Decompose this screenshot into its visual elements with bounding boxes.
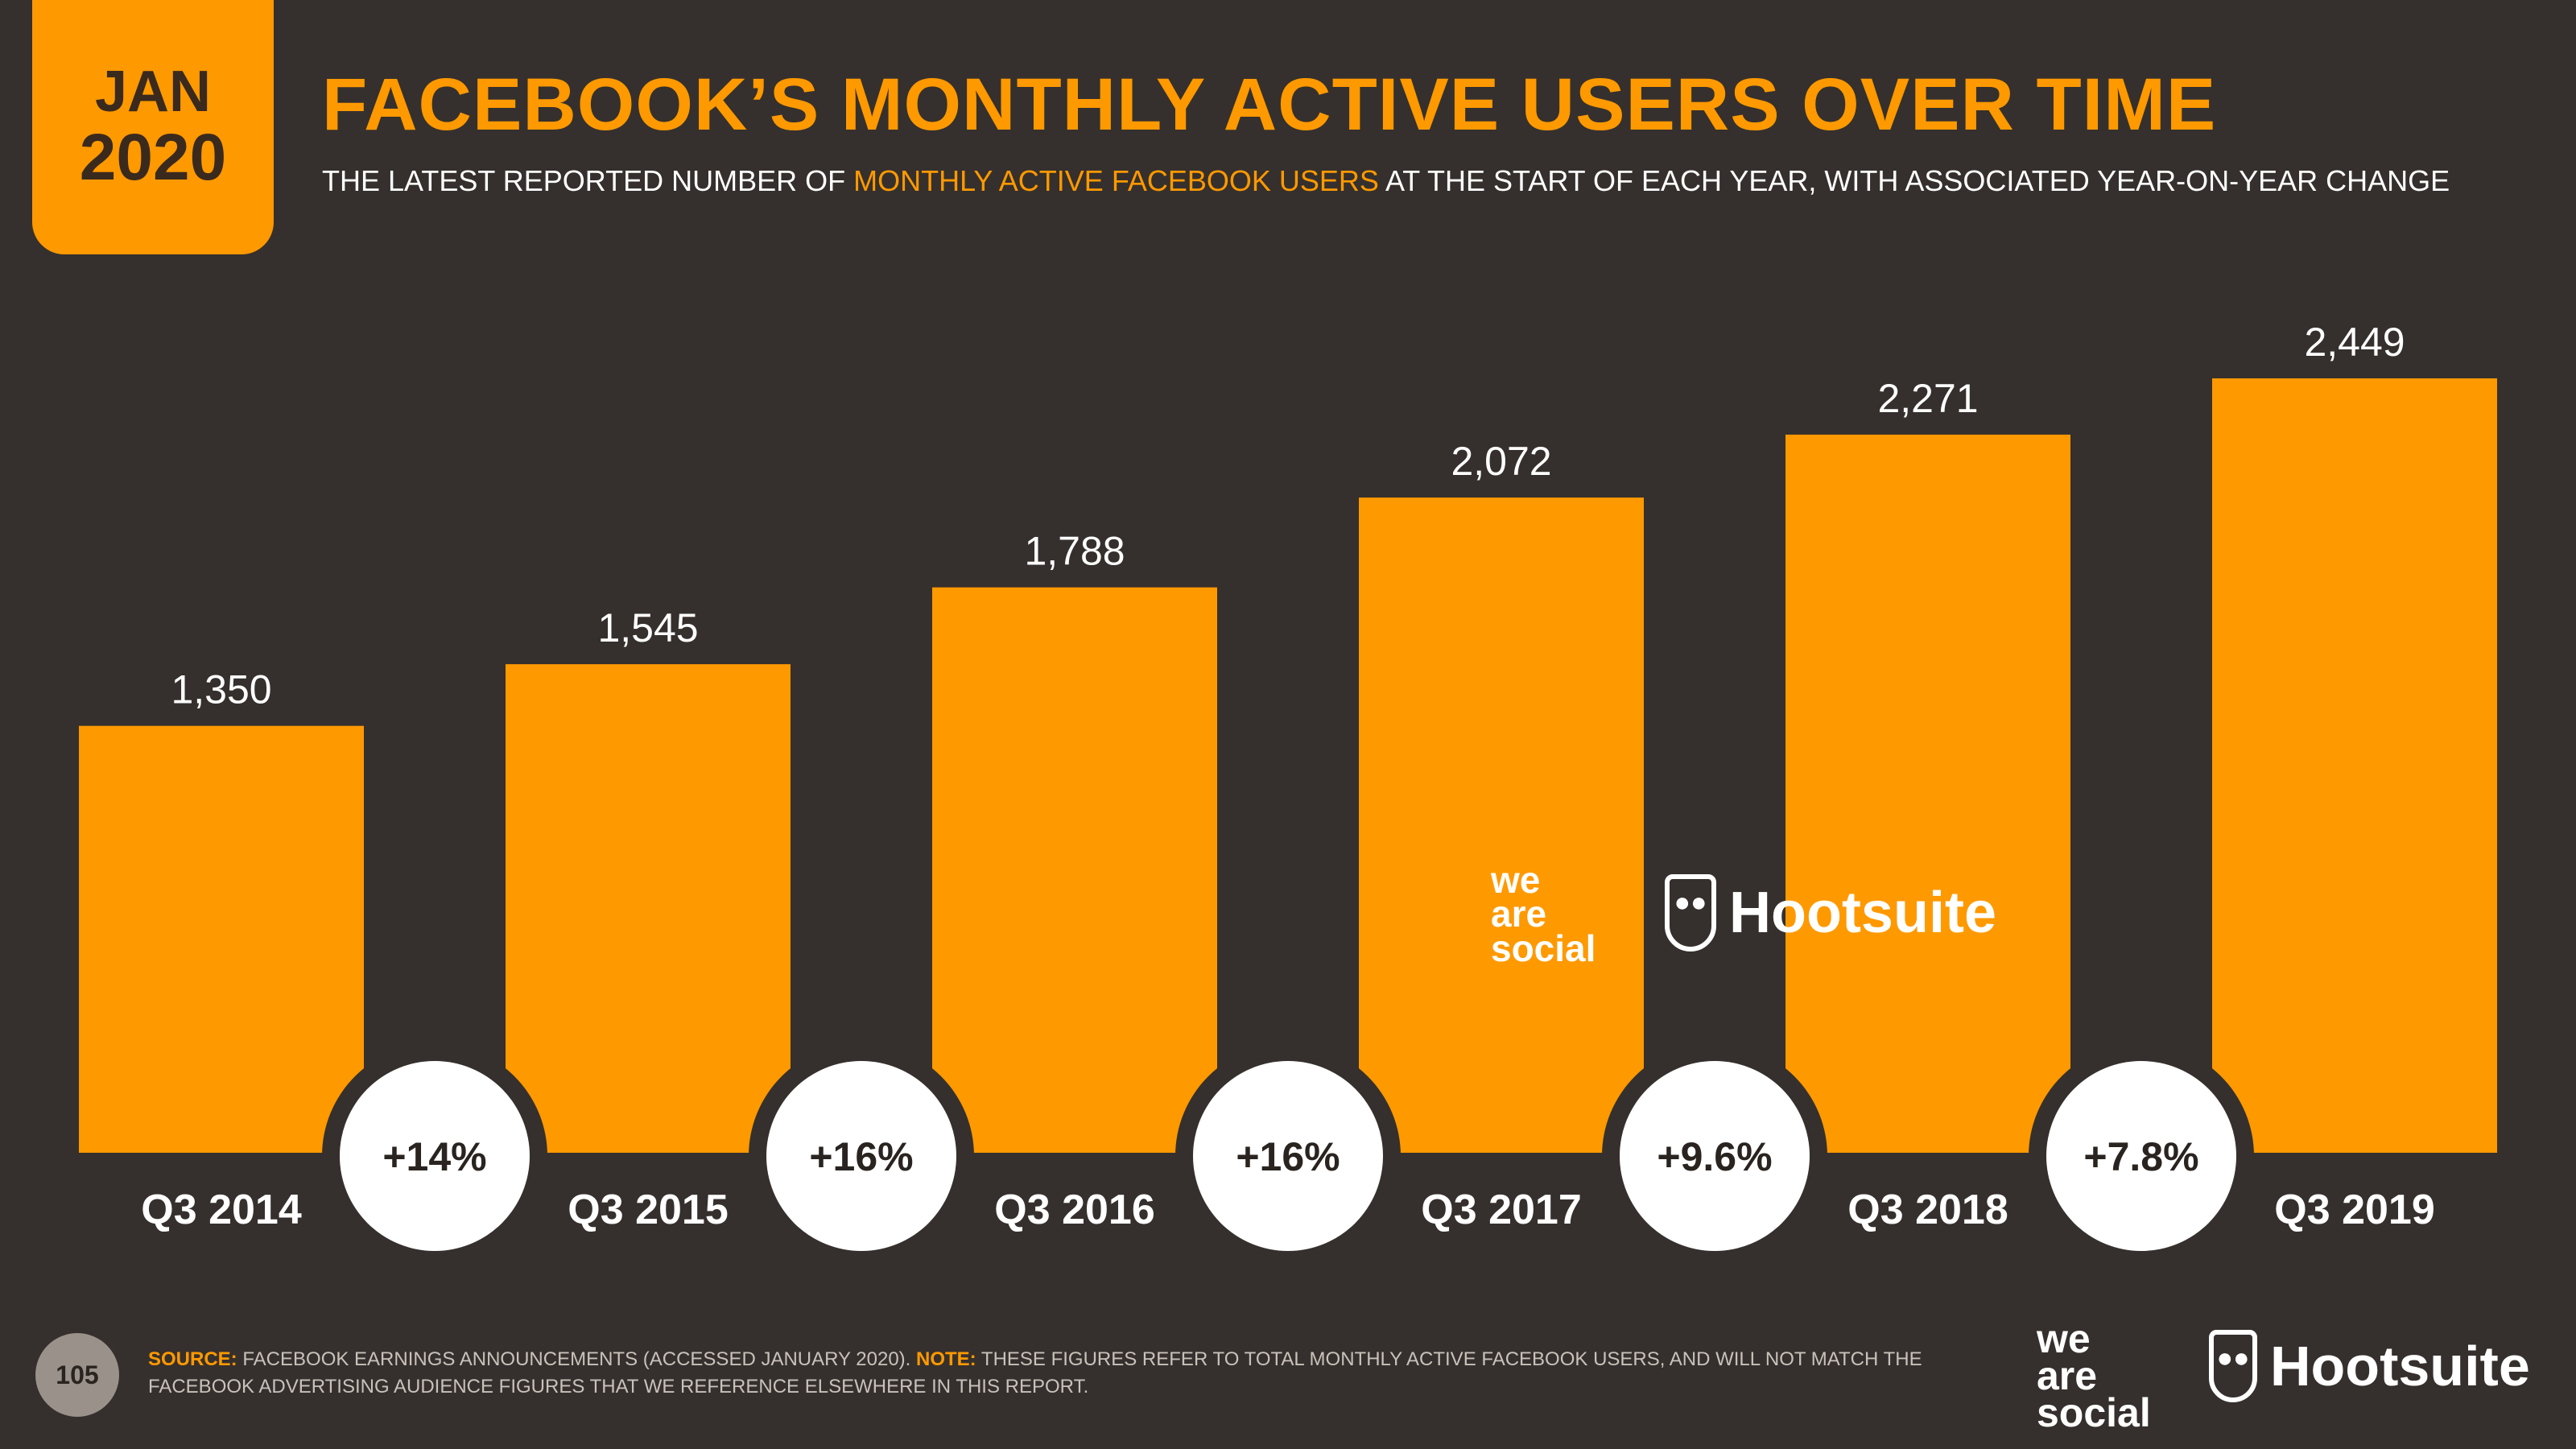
category-label: Q3 2018	[1847, 1187, 2008, 1233]
owl-icon: ●●	[1665, 874, 1716, 952]
change-label: +16%	[1236, 1134, 1340, 1179]
category-label: Q3 2017	[1421, 1187, 1582, 1233]
change-circle	[2046, 1061, 2236, 1251]
source-text: FACEBOOK EARNINGS ANNOUNCEMENTS (ACCESSE…	[237, 1348, 916, 1370]
change-circle	[766, 1061, 956, 1251]
subtitle-end: AT THE START OF EACH YEAR, WITH ASSOCIAT…	[1378, 164, 2450, 197]
value-label: 2,449	[2304, 320, 2405, 365]
badge-month: JAN	[94, 60, 212, 125]
bar-q3-2014	[79, 725, 364, 1153]
note-text: THESE FIGURES REFER TO TOTAL MONTHLY ACT…	[148, 1348, 1922, 1397]
we-are-social-logo: we are social	[2037, 1316, 2151, 1435]
date-badge: JAN 2020	[32, 0, 274, 254]
value-label: 2,072	[1451, 439, 1551, 484]
badge-year: 2020	[79, 120, 227, 194]
source-label: SOURCE:	[148, 1348, 237, 1370]
watermark-we: we	[1491, 859, 1541, 901]
logo-we: we	[2037, 1316, 2091, 1361]
change-label: +14%	[382, 1134, 486, 1179]
subtitle-start: THE LATEST REPORTED NUMBER OF	[322, 164, 854, 197]
change-circle	[1193, 1061, 1383, 1251]
watermark-we-are-social: we are social	[1491, 859, 1596, 969]
owl-icon: ●●	[2209, 1330, 2257, 1402]
category-label: Q3 2016	[994, 1187, 1155, 1233]
page-title: FACEBOOK’S MONTHLY ACTIVE USERS OVER TIM…	[322, 64, 2217, 146]
change-label: +16%	[809, 1134, 913, 1179]
watermark-hootsuite: ●● Hootsuite	[1665, 874, 1996, 952]
note-label: NOTE:	[916, 1348, 976, 1370]
value-label: 1,788	[1024, 529, 1125, 574]
change-label: +9.6%	[1657, 1134, 1772, 1179]
change-circle	[1620, 1061, 1810, 1251]
page-number: 105	[35, 1333, 119, 1417]
page-subtitle: THE LATEST REPORTED NUMBER OF MONTHLY AC…	[322, 164, 2450, 198]
logo-are: are	[2037, 1353, 2098, 1398]
category-label: Q3 2014	[141, 1187, 302, 1233]
bar-q3-2017	[1359, 497, 1644, 1153]
value-label: 1,350	[171, 667, 271, 712]
value-label: 2,271	[1877, 376, 1978, 421]
logo-social: social	[2037, 1390, 2151, 1435]
hootsuite-logo-text: Hootsuite	[2270, 1335, 2530, 1397]
subtitle-highlight: MONTHLY ACTIVE FACEBOOK USERS	[853, 164, 1379, 197]
change-label: +7.8%	[2083, 1134, 2198, 1179]
bar-q3-2016	[932, 587, 1217, 1153]
watermark-are: are	[1491, 893, 1547, 935]
value-label: 1,545	[597, 605, 698, 650]
footer-source-note: SOURCE: FACEBOOK EARNINGS ANNOUNCEMENTS …	[148, 1346, 1984, 1400]
hootsuite-logo: ●● Hootsuite	[2209, 1330, 2530, 1402]
watermark-hootsuite-text: Hootsuite	[1729, 881, 1996, 945]
category-label: Q3 2015	[568, 1187, 729, 1233]
change-circle	[340, 1061, 530, 1251]
category-label: Q3 2019	[2274, 1187, 2435, 1233]
bar-q3-2018	[1785, 434, 2070, 1153]
watermark-social: social	[1491, 927, 1596, 969]
bar-q3-2015	[506, 664, 791, 1153]
bar-q3-2019	[2212, 378, 2497, 1153]
